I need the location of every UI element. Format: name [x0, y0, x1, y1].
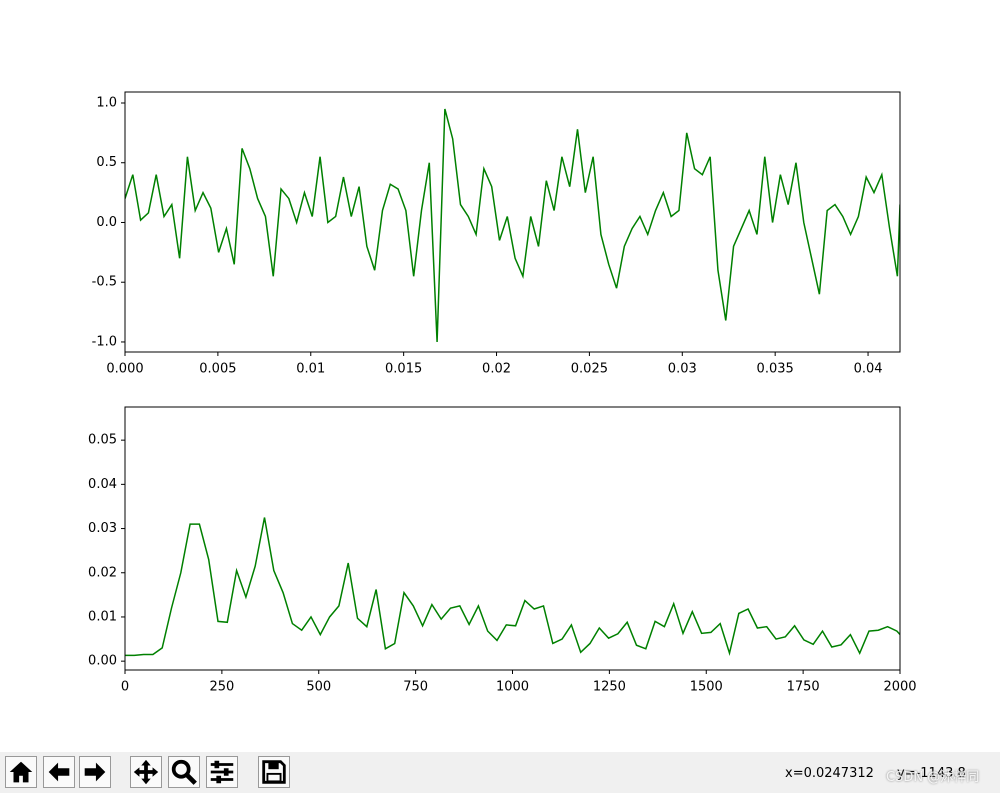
forward-button[interactable]	[79, 756, 111, 788]
y-tick-label: 0.05	[88, 433, 117, 448]
x-tick-label: 1250	[593, 680, 626, 695]
x-tick-label: 1000	[496, 680, 529, 695]
x-tick-label: 0.015	[385, 362, 422, 377]
x-tick-label: 1500	[690, 680, 723, 695]
figure: 0.000 0.005 0.01 0.015 0.02 0.025 0.03 0.035 0.0…	[88, 91, 917, 695]
back-button[interactable]	[43, 756, 75, 788]
axes-frame	[124, 406, 901, 671]
x-tick-label: 0.01	[296, 362, 325, 377]
signal-line	[125, 108, 900, 342]
y-tick-label: 0.01	[88, 609, 117, 624]
x-tick-label: 750	[403, 680, 428, 695]
x-tick-label: 0	[121, 680, 129, 695]
x-tick-label: 0.02	[482, 362, 511, 377]
y-tick-label: -1.0	[92, 334, 117, 349]
y-tick-label: 0.04	[88, 477, 117, 492]
y-tick-label: 0.03	[88, 521, 117, 536]
x-tick-label: 1750	[787, 680, 820, 695]
y-tick-label: -0.5	[92, 275, 117, 290]
save-button[interactable]	[258, 756, 290, 788]
configure-button[interactable]	[206, 756, 238, 788]
y-tick-label: 0.5	[96, 155, 117, 170]
pan-button[interactable]	[130, 756, 162, 788]
x-tick-label: 0.035	[757, 362, 794, 377]
home-button[interactable]	[5, 756, 37, 788]
x-tick-label: 0.04	[854, 362, 883, 377]
status-x: x=0.0247312	[785, 766, 874, 781]
x-tick-label: 0.03	[668, 362, 697, 377]
zoom-button[interactable]	[168, 756, 200, 788]
x-tick-label: 250	[209, 680, 234, 695]
y-tick-label: 0.00	[88, 654, 117, 669]
y-tick-label: 1.0	[96, 95, 117, 110]
x-tick-label: 2000	[883, 680, 916, 695]
toolbar: x=0.0247312 y=-1143.8 CSDN @沐梓同	[0, 752, 1000, 793]
y-tick-label: 0.02	[88, 565, 117, 580]
y-tick-label: 0.0	[96, 215, 117, 230]
x-tick-label: 0.025	[571, 362, 608, 377]
signal-line	[125, 517, 900, 657]
watermark: CSDN @沐梓同	[886, 770, 980, 785]
x-tick-label: 500	[306, 680, 331, 695]
x-tick-label: 0.000	[106, 362, 143, 377]
x-tick-label: 0.005	[199, 362, 236, 377]
status-y: y=-1143.8	[897, 766, 966, 781]
axes-frame	[124, 91, 901, 353]
